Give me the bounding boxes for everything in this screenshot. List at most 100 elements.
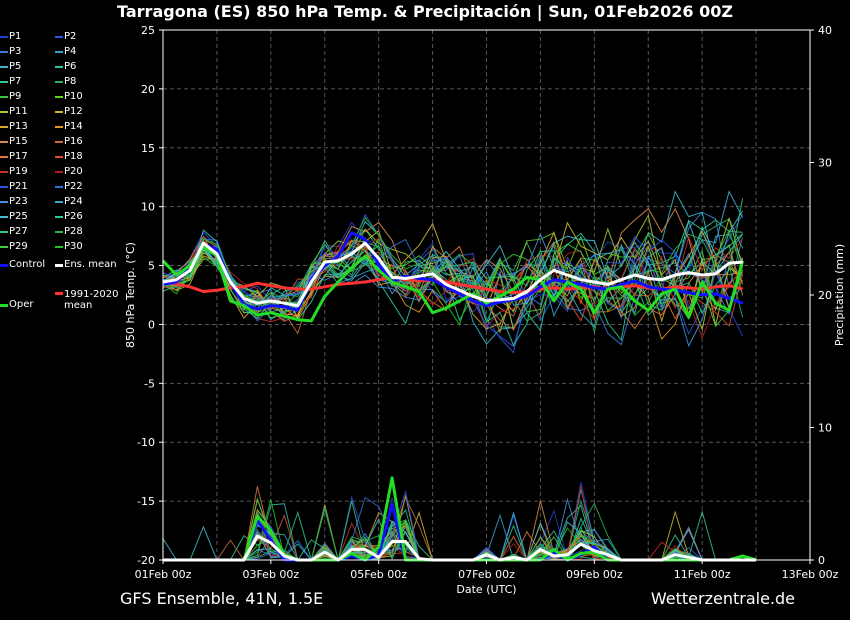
y-tick-label-left: 20 xyxy=(141,83,155,96)
legend-label: P28 xyxy=(64,226,83,237)
series-line-control xyxy=(162,231,744,312)
legend-label: P26 xyxy=(64,211,83,222)
member-temp-line-P22 xyxy=(162,238,744,322)
legend-label: P21 xyxy=(9,181,28,192)
legend: P1 P2 P3 P4 P5 P6 P7 P8 P9 P10 P11 P12 P13 P14 P15 P16 P… xyxy=(0,30,135,330)
legend-label: P5 xyxy=(9,61,22,72)
legend-label: P1 xyxy=(9,31,22,42)
y-tick-label-left: 0 xyxy=(148,318,155,331)
y-tick-label-right: 0 xyxy=(818,554,825,567)
legend-swatch xyxy=(0,186,8,188)
x-tick-label: 13Feb 00z xyxy=(782,568,839,581)
legend-label: P6 xyxy=(64,61,77,72)
x-tick-label: 05Feb 00z xyxy=(350,568,407,581)
legend-label: P15 xyxy=(9,136,28,147)
plot-border xyxy=(162,29,811,561)
member-temp-line-P2 xyxy=(162,231,743,354)
legend-label: P2 xyxy=(64,31,77,42)
legend-label: P23 xyxy=(9,196,28,207)
legend-label: P10 xyxy=(64,91,83,102)
y-tick-label-left: 25 xyxy=(141,24,155,37)
axis-labels: 25 20 15 10 5 0 -5 -10 -15 -20 40 30 20 10 0 01Feb 00z 0… xyxy=(124,24,846,596)
legend-label: Oper xyxy=(9,299,34,310)
legend-swatch xyxy=(55,156,63,158)
legend-swatch xyxy=(0,171,8,173)
legend-swatch xyxy=(0,66,8,68)
legend-label: P16 xyxy=(64,136,83,147)
legend-swatch xyxy=(0,201,8,203)
legend-label: P20 xyxy=(64,166,83,177)
y-tick-label-right: 40 xyxy=(818,24,832,37)
y-tick-label-left: -20 xyxy=(137,554,155,567)
y-tick-label-left: -15 xyxy=(137,495,155,508)
legend-swatch xyxy=(55,201,63,203)
y-tick-label-right: 20 xyxy=(818,289,832,302)
legend-label: P24 xyxy=(64,196,83,207)
legend-swatch xyxy=(55,186,63,188)
series-line-ens.-mean xyxy=(162,241,743,308)
legend-swatch xyxy=(0,96,8,98)
legend-swatch xyxy=(0,246,8,248)
footer-model-info: GFS Ensemble, 41N, 1.5E xyxy=(120,589,324,608)
member-temp-line-P17 xyxy=(162,235,743,330)
x-tick-label: 01Feb 00z xyxy=(135,568,192,581)
member-temp-line-P14 xyxy=(162,245,744,340)
legend-label: P22 xyxy=(64,181,83,192)
legend-swatch xyxy=(0,304,8,307)
legend-swatch xyxy=(55,126,63,128)
legend-swatch xyxy=(55,111,63,113)
legend-swatch xyxy=(0,141,8,143)
footer-site: Wetterzentrale.de xyxy=(650,589,795,608)
legend-swatch xyxy=(0,51,8,53)
legend-swatch xyxy=(0,36,8,38)
legend-swatch xyxy=(55,264,63,267)
legend-swatch xyxy=(0,231,8,233)
legend-label: 1991-2020 mean xyxy=(64,289,119,311)
legend-label: P27 xyxy=(9,226,28,237)
y-axis-title-right: Precipitation (mm) xyxy=(833,244,846,346)
series-line-1991-2020-mean xyxy=(162,275,743,295)
legend-label: P12 xyxy=(64,106,83,117)
x-tick-label: 03Feb 00z xyxy=(242,568,299,581)
ensemble-lines xyxy=(162,190,757,562)
legend-label: P13 xyxy=(9,121,28,132)
legend-label: P30 xyxy=(64,241,83,252)
series-line-oper xyxy=(161,245,745,323)
chart-title: Tarragona (ES) 850 hPa Temp. & Precipita… xyxy=(117,2,733,21)
legend-swatch xyxy=(55,231,63,233)
legend-label: P4 xyxy=(64,46,77,57)
y-tick-label-right: 10 xyxy=(818,422,832,435)
legend-label: P8 xyxy=(64,76,77,87)
legend-label: P9 xyxy=(9,91,22,102)
legend-swatch xyxy=(0,81,8,83)
x-tick-label: 09Feb 00z xyxy=(566,568,623,581)
y-tick-label-left: -5 xyxy=(144,377,155,390)
legend-swatch xyxy=(55,246,63,248)
y-tick-label-left: 5 xyxy=(148,260,155,273)
y-tick-label-left: 15 xyxy=(141,142,155,155)
legend-swatch xyxy=(55,51,63,53)
legend-label: P17 xyxy=(9,151,28,162)
legend-swatch xyxy=(55,36,63,38)
legend-swatch xyxy=(55,81,63,83)
legend-swatch xyxy=(0,111,8,113)
legend-label: P14 xyxy=(64,121,83,132)
legend-label: P3 xyxy=(9,46,22,57)
legend-label: Ens. mean xyxy=(64,259,117,270)
legend-label: P25 xyxy=(9,211,28,222)
legend-label: P29 xyxy=(9,241,28,252)
plot-frame xyxy=(159,29,814,564)
legend-swatch xyxy=(0,264,8,267)
legend-swatch xyxy=(55,141,63,143)
legend-label: P18 xyxy=(64,151,83,162)
legend-label: P11 xyxy=(9,106,28,117)
legend-swatch xyxy=(55,66,63,68)
legend-swatch xyxy=(55,216,63,218)
legend-label: P19 xyxy=(9,166,28,177)
member-temp-line-P18 xyxy=(162,239,744,331)
legend-swatch xyxy=(55,292,63,295)
y-tick-label-right: 30 xyxy=(818,157,832,170)
y-tick-label-left: -10 xyxy=(137,436,155,449)
legend-swatch xyxy=(55,96,63,98)
